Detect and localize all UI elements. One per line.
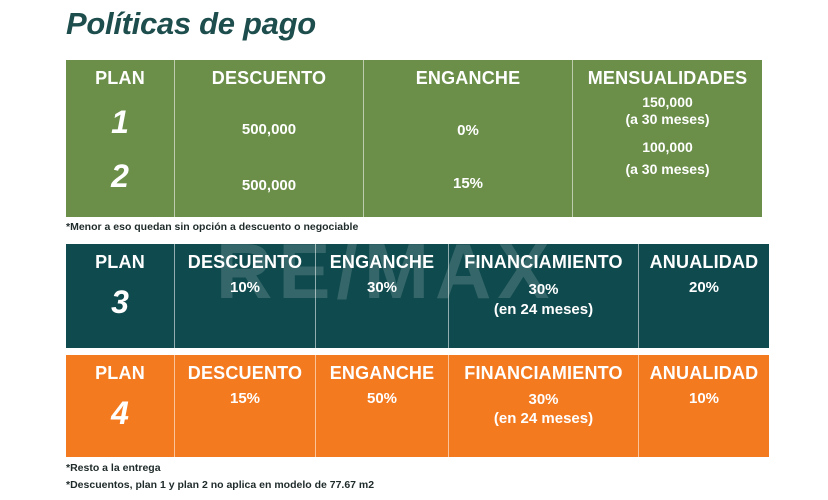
plan-4-number: 4 <box>111 395 129 431</box>
plan-3-financiamiento-note: (en 24 meses) <box>493 301 594 318</box>
plan-4-descuento: 15% <box>229 390 261 407</box>
enganche-column: ENGANCHE 50% <box>315 355 448 457</box>
plan-1-mensualidad: 150,000 <box>642 94 693 110</box>
plan-4-financiamiento-note: (en 24 meses) <box>493 410 594 427</box>
plan-4-financiamiento: 30% <box>528 391 559 408</box>
financiamiento-header: FINANCIAMIENTO <box>464 363 623 383</box>
enganche-header: ENGANCHE <box>415 68 521 88</box>
anualidad-column: ANUALIDAD 20% <box>638 244 769 348</box>
plan-4-anualidad: 10% <box>688 390 720 407</box>
plan-1-enganche: 0% <box>457 122 479 139</box>
plan-column: PLAN 3 <box>66 244 174 348</box>
footnote-resto: *Resto a la entrega <box>66 462 161 474</box>
plans-1-2-table: PLAN 1 2 DESCUENTO 500,000 500,000 ENGAN… <box>66 60 762 217</box>
enganche-column: ENGANCHE 30% <box>315 244 448 348</box>
footnote-descuentos: *Descuentos, plan 1 y plan 2 no aplica e… <box>66 479 375 491</box>
descuento-header: DESCUENTO <box>211 68 327 88</box>
descuento-column: DESCUENTO 500,000 500,000 <box>174 60 363 217</box>
enganche-column: ENGANCHE 0% 15% <box>363 60 572 217</box>
financiamiento-column: FINANCIAMIENTO 30% (en 24 meses) <box>448 355 638 457</box>
plan-1-number: 1 <box>111 104 129 140</box>
enganche-header: ENGANCHE <box>329 252 435 272</box>
plan-3-table: PLAN 3 DESCUENTO 10% ENGANCHE 30% FINANC… <box>66 244 769 348</box>
page-title: Políticas de pago <box>66 6 316 41</box>
plan-3-anualidad: 20% <box>688 279 720 296</box>
mensualidades-header: MENSUALIDADES <box>587 68 748 88</box>
plan-header: PLAN <box>95 252 145 272</box>
plan-3-number: 3 <box>111 284 129 320</box>
plan-header: PLAN <box>95 363 145 383</box>
anualidad-column: ANUALIDAD 10% <box>638 355 769 457</box>
descuento-header: DESCUENTO <box>187 363 303 383</box>
plan-column: PLAN 4 <box>66 355 174 457</box>
plan-3-financiamiento: 30% <box>528 281 559 298</box>
anualidad-header: ANUALIDAD <box>649 363 759 383</box>
financiamiento-header: FINANCIAMIENTO <box>464 252 623 272</box>
plan-2-mensualidad: 100,000 <box>642 139 693 155</box>
plan-2-descuento: 500,000 <box>241 177 297 194</box>
descuento-column: DESCUENTO 10% <box>174 244 315 348</box>
financiamiento-column: FINANCIAMIENTO 30% (en 24 meses) <box>448 244 638 348</box>
anualidad-header: ANUALIDAD <box>649 252 759 272</box>
plan-3-enganche: 30% <box>366 279 398 296</box>
plan-2-number: 2 <box>111 158 129 194</box>
plan-3-descuento: 10% <box>229 279 261 296</box>
plan-1-mensualidad-note: (a 30 meses) <box>625 111 710 127</box>
plan-header: PLAN <box>95 68 145 88</box>
plan-4-table: PLAN 4 DESCUENTO 15% ENGANCHE 50% FINANC… <box>66 355 769 457</box>
plan-column: PLAN 1 2 <box>66 60 174 217</box>
discount-note: *Menor a eso quedan sin opción a descuen… <box>66 221 359 233</box>
plan-2-mensualidad-note: (a 30 meses) <box>625 161 710 177</box>
enganche-header: ENGANCHE <box>329 363 435 383</box>
plan-1-descuento: 500,000 <box>241 121 297 138</box>
plan-2-enganche: 15% <box>452 175 484 192</box>
mensualidades-column: MENSUALIDADES 150,000 (a 30 meses) 100,0… <box>572 60 762 217</box>
descuento-header: DESCUENTO <box>187 252 303 272</box>
descuento-column: DESCUENTO 15% <box>174 355 315 457</box>
plan-4-enganche: 50% <box>366 390 398 407</box>
